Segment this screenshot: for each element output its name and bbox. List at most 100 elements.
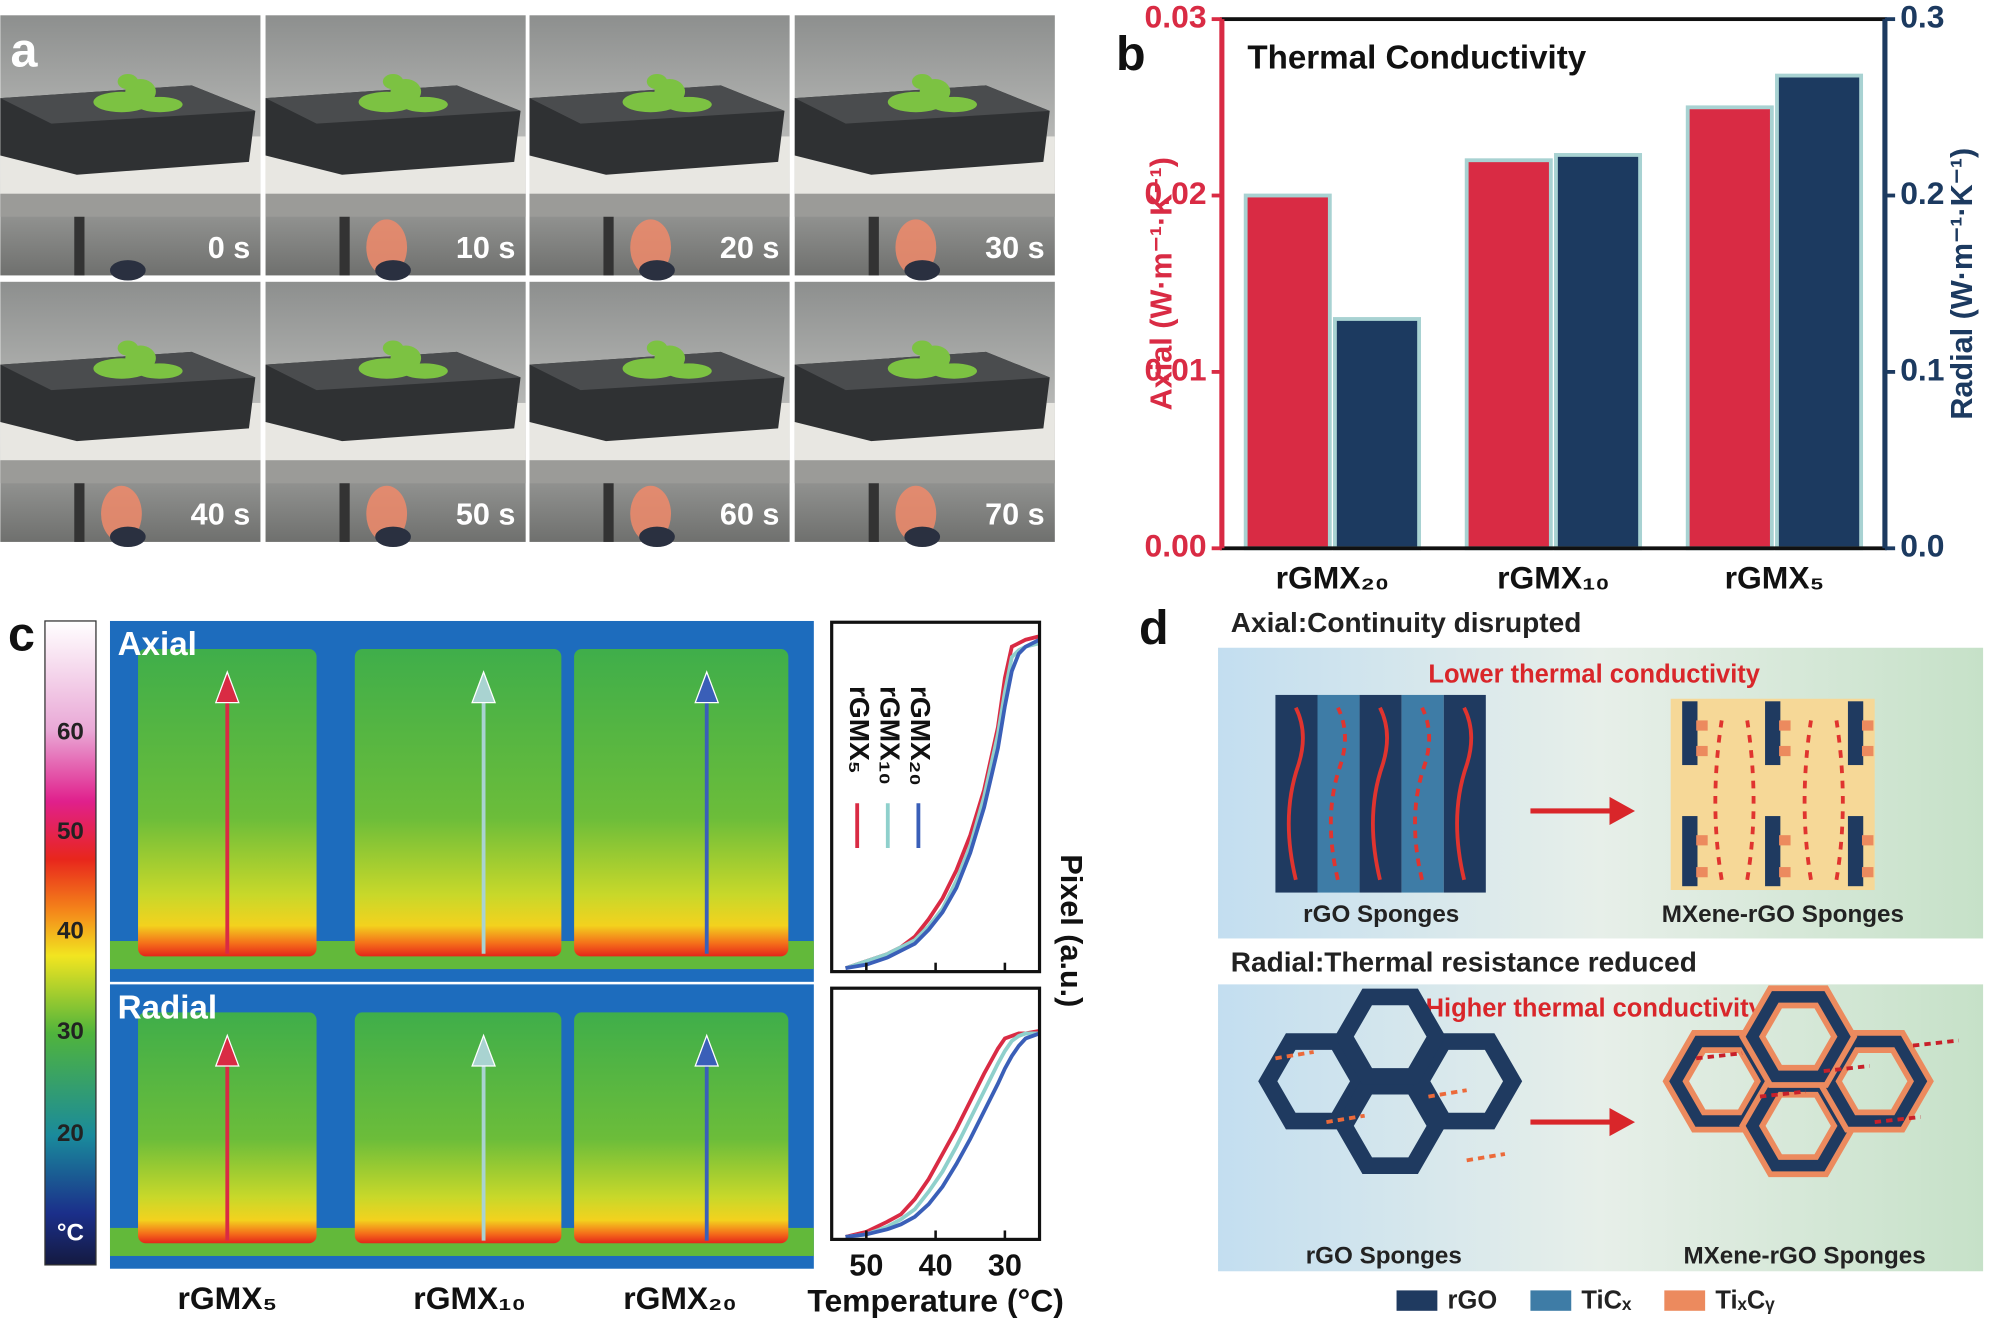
view-label: Axial [118,626,197,663]
carbide [1696,835,1708,846]
legend-label: rGO [1448,1287,1498,1315]
carbide [1861,835,1874,846]
photo [794,15,1055,281]
stand [868,483,879,542]
y2-axis-label: Radial (W·m⁻¹·K⁻¹) [1945,148,1979,420]
colorbar-label: 30 [57,1018,84,1045]
carbide [1779,745,1791,757]
burner [375,260,411,281]
grate [794,193,1055,217]
colorbar [44,620,97,1266]
x-tick-label: 40 [919,1249,953,1283]
legend-swatch [1396,1290,1438,1311]
stripe [1443,694,1486,893]
thermal-sample [574,1012,789,1244]
heat-path [1413,706,1431,881]
view-label: Radial [118,990,217,1027]
colorbar-label: 20 [57,1120,84,1147]
thermal-sample [354,649,562,957]
plant [912,73,933,90]
burner [639,526,675,548]
stand [603,483,614,542]
burner [109,526,146,548]
plant [646,340,668,356]
chart-title: Thermal Conductivity [1247,40,1586,77]
y-tick-label: 0.01 [1145,351,1207,387]
grate [265,460,526,484]
carbide [1779,867,1791,878]
plant [382,73,404,90]
photo [0,15,261,281]
plant [117,73,139,90]
stripe [1401,694,1444,893]
heat-path [1912,1038,1960,1048]
time-label: 10 s [456,231,516,265]
stand [74,483,85,542]
legend-label: rGMX₅ [844,686,875,774]
heat-path [1695,1051,1743,1061]
y-tick-label: 0.02 [1145,175,1207,211]
legend-label: rGMX₂₀ [905,686,936,786]
carbide [1696,867,1708,878]
plant [931,96,978,113]
y-axis-label: Pixel (a.u.) [1054,854,1088,1007]
photo [0,281,261,548]
photo [265,281,526,548]
heat-path [1713,720,1724,881]
pillar [1765,816,1781,887]
x-tick-label: rGMX₅ [1725,560,1825,596]
y2-tick-label: 0.2 [1900,175,1944,211]
section-heading: Radial:Thermal resistance reduced [1231,946,1697,977]
heat-path [1802,720,1813,881]
burner [639,260,675,281]
panel-letter: c [8,607,35,661]
colorbar-label: 40 [57,917,84,944]
hex [1745,991,1851,1083]
pillar [1765,701,1781,766]
sample-label: rGMX₂₀ [623,1280,736,1316]
bar [1464,158,1553,551]
time-label: 50 s [456,497,516,531]
x-tick-label: 30 [988,1249,1022,1283]
panel-letter: b [1116,27,1146,81]
arrowhead [471,670,496,704]
note: Higher thermal conductivity [1426,995,1764,1023]
legend-label: rGMX₁₀ [874,686,905,785]
carbide [1861,745,1874,757]
arrowhead [214,1033,240,1067]
y-axis-label: Axial (W·m⁻¹·K⁻¹) [1144,157,1178,410]
arrowhead [694,670,720,704]
bar [1554,153,1643,551]
carbide [1779,720,1791,731]
heat-path [1759,1089,1807,1099]
plant [401,96,448,113]
caption: MXene-rGO Sponges [1662,901,1904,928]
note: Lower thermal conductivity [1428,661,1760,689]
colorbar-label: 50 [57,818,84,845]
heat-path [1286,706,1305,881]
grate [529,460,790,484]
x-tick-label: 50 [849,1249,883,1283]
colorbar-label: °C [57,1220,84,1247]
time-label: 40 s [191,497,251,531]
pillar [1847,816,1864,887]
bar [1685,105,1774,551]
heat-path [1823,1064,1870,1073]
plant [912,340,933,356]
time-label: 0 s [208,231,251,265]
heat-path [1371,706,1389,881]
thermal-sample [354,1012,562,1244]
time-label: 70 s [985,497,1045,531]
sample-label: rGMX₁₀ [413,1280,526,1316]
photo [794,281,1055,548]
y-tick-label: 0.03 [1145,0,1207,35]
y-tick-label: 0.00 [1145,528,1207,564]
stand [339,483,350,542]
photo [529,281,790,548]
caption: MXene-rGO Sponges [1683,1243,1925,1270]
plant [665,96,712,113]
x-tick-label: rGMX₁₀ [1497,560,1610,596]
grate [794,460,1055,484]
arrowhead [694,1033,720,1067]
